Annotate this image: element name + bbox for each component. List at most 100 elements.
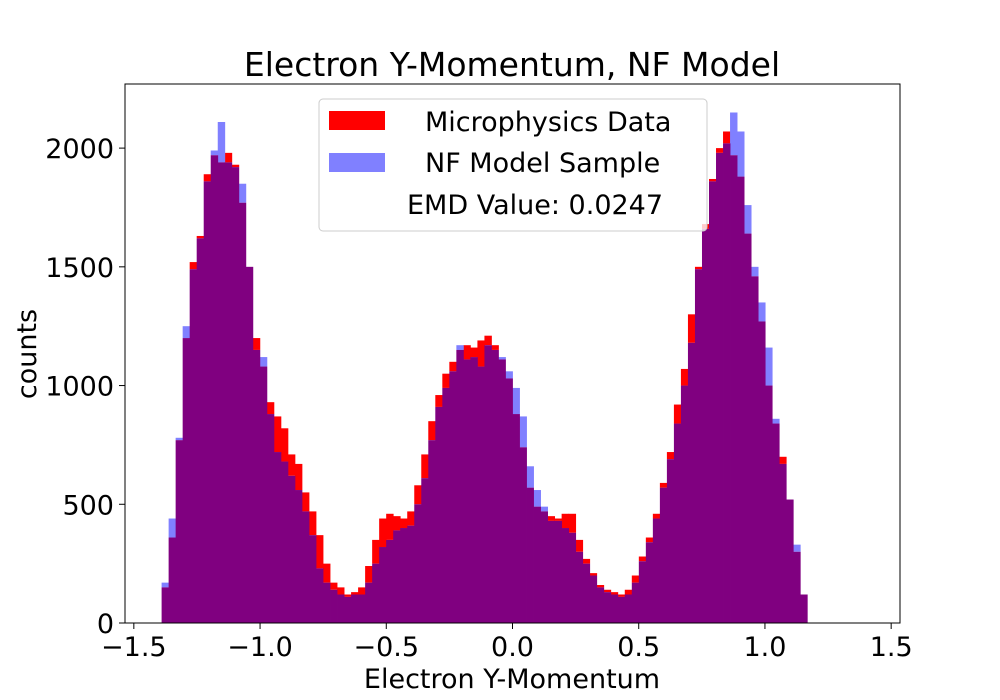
- x-axis-ticks: −1.5 −1.0 −0.5 0.0 0.5 1.0 1.5: [101, 623, 913, 663]
- bar-overlap: [259, 366, 268, 623]
- bar-overlap: [379, 547, 387, 623]
- bar-nf-model: [161, 582, 170, 588]
- legend-label-microphysics: Microphysics Data: [425, 107, 671, 138]
- y-axis-ticks: 0 500 1000 1500 2000: [45, 134, 125, 640]
- bar-microphysics: [252, 338, 261, 350]
- x-tick-label: −1.0: [227, 632, 293, 663]
- bar-overlap: [631, 582, 640, 623]
- bar-overlap: [315, 568, 324, 623]
- bar-overlap: [737, 176, 745, 624]
- bar-microphysics: [196, 235, 205, 239]
- bar-overlap: [175, 440, 184, 623]
- bar-microphysics: [301, 492, 310, 512]
- bar-microphysics: [470, 347, 478, 358]
- bar-overlap: [800, 594, 808, 623]
- bar-microphysics: [344, 594, 352, 597]
- bar-microphysics: [323, 563, 331, 583]
- bar-microphysics: [666, 452, 675, 460]
- y-tick-label: 1000: [45, 372, 114, 403]
- bar-overlap: [428, 440, 436, 623]
- bar-overlap: [533, 506, 541, 623]
- bar-microphysics: [463, 345, 471, 360]
- x-axis-label: Electron Y-Momentum: [364, 664, 660, 695]
- x-tick-label: 1.0: [743, 632, 786, 663]
- bar-overlap: [701, 228, 710, 623]
- bar-nf-model: [519, 416, 527, 448]
- bar-overlap: [400, 528, 408, 623]
- bar-overlap: [280, 461, 289, 623]
- bar-overlap: [294, 490, 303, 623]
- bar-microphysics: [723, 131, 731, 144]
- bar-overlap: [323, 582, 331, 623]
- y-tick-label: 2000: [45, 134, 114, 165]
- legend-box: [318, 98, 708, 232]
- bar-microphysics: [687, 314, 696, 343]
- bar-microphysics: [575, 539, 584, 552]
- bar-microphysics: [610, 592, 619, 595]
- bar-microphysics: [673, 404, 682, 424]
- bar-microphysics: [709, 178, 717, 182]
- bar-nf-model: [533, 490, 541, 507]
- bar-overlap: [435, 406, 443, 623]
- bar-microphysics: [716, 148, 724, 153]
- bar-nf-model: [175, 437, 184, 441]
- bar-overlap: [744, 233, 752, 623]
- bar-nf-model: [526, 466, 534, 488]
- legend-annotation-emd: EMD Value: 0.0247: [407, 190, 663, 221]
- bar-overlap: [793, 551, 801, 623]
- bar-microphysics: [589, 573, 598, 576]
- bar-overlap: [182, 338, 191, 623]
- bar-microphysics: [568, 513, 577, 533]
- bar-overlap: [273, 452, 282, 623]
- bar-overlap: [266, 414, 275, 623]
- x-tick-label: 0.0: [491, 632, 534, 663]
- bar-overlap: [765, 385, 773, 623]
- red-bars: [189, 131, 787, 597]
- bar-overlap: [484, 345, 492, 623]
- bar-nf-model: [758, 302, 766, 322]
- bar-microphysics: [484, 335, 492, 346]
- bar-microphysics: [266, 402, 275, 415]
- bar-overlap: [196, 238, 205, 623]
- bar-overlap: [414, 504, 422, 623]
- bar-microphysics: [273, 416, 282, 453]
- bar-overlap: [561, 528, 570, 623]
- bar-nf-model: [744, 205, 752, 234]
- bar-microphysics: [330, 582, 338, 590]
- bar-nf-model: [168, 518, 177, 538]
- bar-overlap: [610, 594, 619, 623]
- bar-overlap: [680, 385, 689, 623]
- bar-microphysics: [365, 566, 373, 583]
- bar-overlap: [168, 537, 177, 623]
- bar-overlap: [330, 589, 338, 623]
- y-tick-label: 500: [62, 490, 114, 521]
- bar-microphysics: [631, 575, 640, 583]
- bar-overlap: [456, 349, 464, 623]
- bar-microphysics: [659, 482, 668, 488]
- bar-microphysics: [477, 340, 485, 367]
- bar-microphysics: [337, 587, 345, 595]
- bar-microphysics: [393, 516, 401, 531]
- bar-overlap: [245, 266, 254, 623]
- bar-microphysics: [358, 587, 366, 595]
- bar-overlap: [786, 499, 794, 623]
- bar-overlap: [617, 596, 626, 623]
- y-tick-label: 1500: [45, 253, 114, 284]
- bar-overlap: [231, 167, 240, 624]
- bar-microphysics: [547, 516, 556, 521]
- bar-microphysics: [372, 539, 380, 564]
- bar-nf-model: [765, 347, 773, 386]
- bar-overlap: [449, 371, 457, 623]
- bar-overlap: [709, 181, 717, 623]
- bar-nf-model: [456, 345, 464, 350]
- bar-overlap: [652, 518, 661, 623]
- bar-overlap: [519, 447, 527, 623]
- bar-microphysics: [400, 518, 408, 529]
- bar-microphysics: [428, 421, 436, 441]
- legend-label-nf-model: NF Model Sample: [425, 148, 660, 179]
- bar-overlap: [687, 342, 696, 623]
- bar-overlap: [526, 487, 534, 623]
- bar-overlap: [442, 387, 450, 623]
- bar-overlap: [645, 542, 654, 623]
- bar-overlap: [638, 561, 647, 623]
